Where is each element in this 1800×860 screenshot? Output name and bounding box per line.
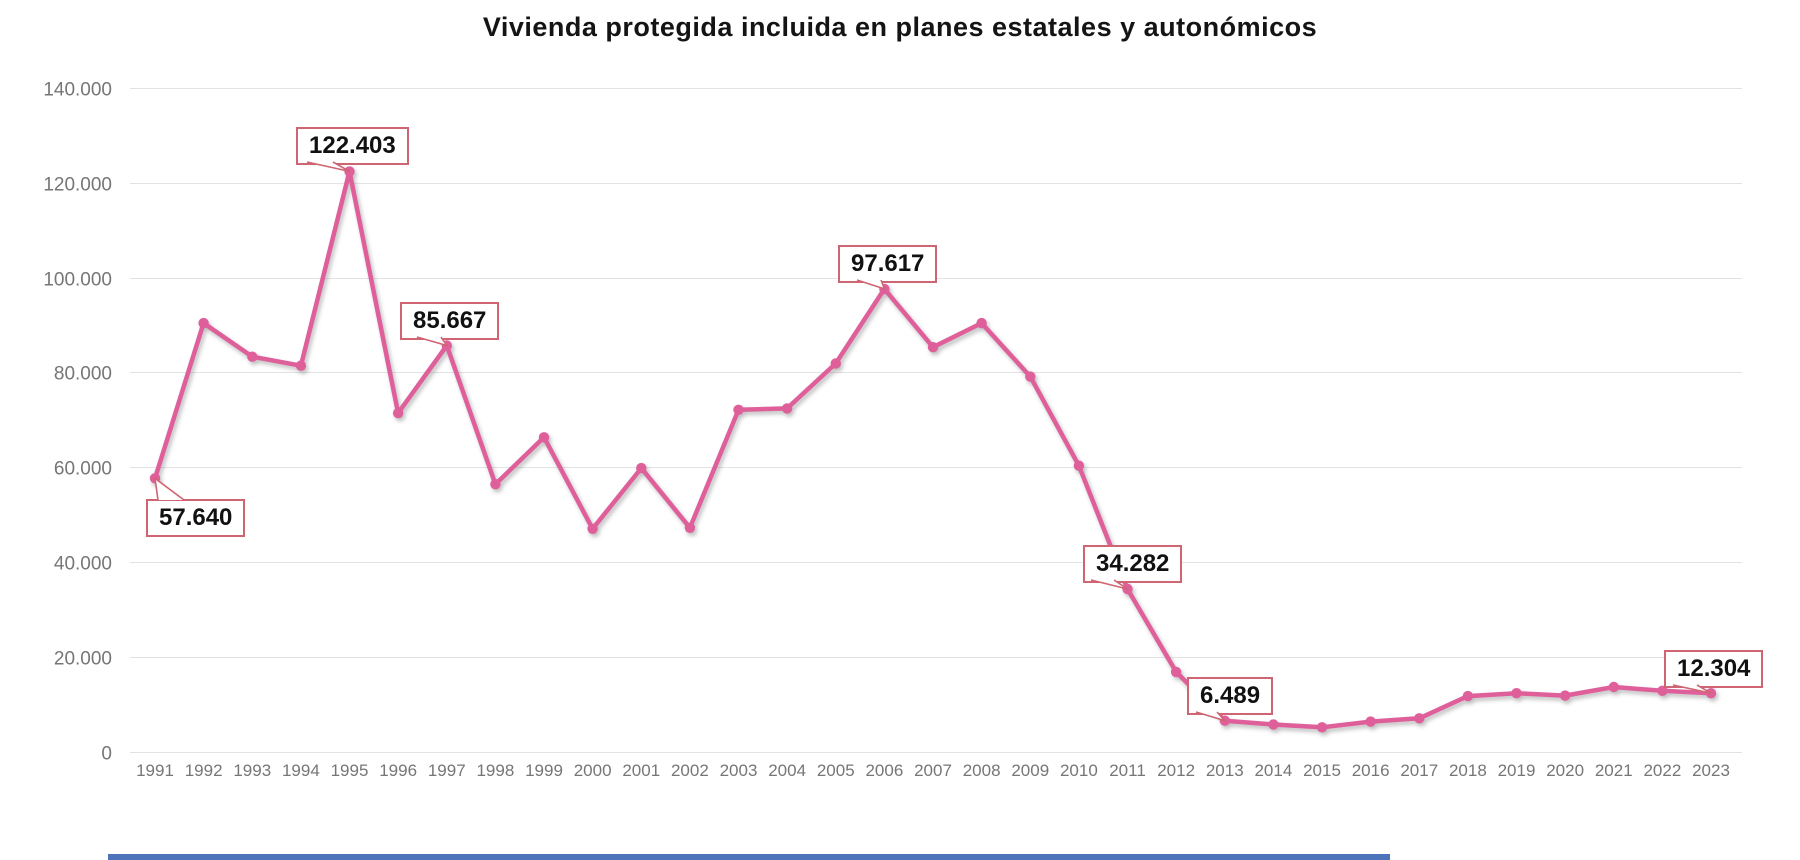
x-axis-tick-label: 2005 bbox=[817, 761, 855, 780]
x-axis-tick-label: 2009 bbox=[1011, 761, 1049, 780]
x-axis-tick-label: 1996 bbox=[379, 761, 417, 780]
data-point-marker bbox=[1657, 685, 1668, 696]
data-point-marker bbox=[295, 360, 307, 371]
data-point-marker bbox=[1705, 688, 1717, 699]
x-axis-tick-label: 2004 bbox=[768, 761, 806, 780]
data-point-marker bbox=[1073, 460, 1085, 471]
data-point-marker bbox=[538, 432, 550, 443]
x-axis-tick-label: 1997 bbox=[428, 761, 466, 780]
x-axis-tick-label: 2000 bbox=[574, 761, 612, 780]
x-axis-tick-label: 2002 bbox=[671, 761, 709, 780]
x-axis-tick-label: 2017 bbox=[1400, 761, 1438, 780]
data-point-marker bbox=[1559, 690, 1571, 701]
x-axis-tick-label: 2016 bbox=[1352, 761, 1390, 780]
data-point-marker bbox=[1219, 715, 1231, 726]
x-axis-tick-label: 1991 bbox=[136, 761, 174, 780]
x-axis-tick-label: 2014 bbox=[1254, 761, 1292, 780]
x-axis-tick-label: 2012 bbox=[1157, 761, 1195, 780]
x-axis-tick-label: 2015 bbox=[1303, 761, 1341, 780]
x-axis-tick-label: 1999 bbox=[525, 761, 563, 780]
x-axis-tick-label: 2010 bbox=[1060, 761, 1098, 780]
data-point-marker bbox=[1365, 716, 1376, 727]
y-axis-tick-label: 20.000 bbox=[54, 649, 112, 670]
y-axis-tick-label: 0 bbox=[101, 744, 112, 765]
data-label-callout: 34.282 bbox=[1083, 545, 1183, 583]
y-axis-tick-label: 40.000 bbox=[54, 554, 112, 575]
y-axis-tick-label: 120.000 bbox=[43, 175, 112, 196]
x-axis-tick-label: 2006 bbox=[865, 761, 903, 780]
data-point-marker bbox=[636, 462, 647, 474]
data-point-marker bbox=[927, 342, 939, 353]
data-point-marker bbox=[441, 340, 452, 351]
data-point-marker bbox=[976, 317, 987, 329]
data-point-marker bbox=[1511, 688, 1522, 699]
x-axis-tick-label: 2011 bbox=[1109, 761, 1146, 780]
data-point-marker bbox=[344, 166, 355, 177]
x-axis-tick-label: 2020 bbox=[1546, 761, 1584, 780]
data-point-marker bbox=[1268, 719, 1279, 730]
x-axis-tick-label: 1993 bbox=[233, 761, 271, 780]
data-point-marker bbox=[490, 479, 501, 490]
x-axis-tick-label: 2008 bbox=[963, 761, 1001, 780]
data-label-callout: 97.617 bbox=[838, 245, 938, 283]
data-point-marker bbox=[1170, 666, 1182, 678]
data-series bbox=[149, 166, 1717, 733]
data-label-callout: 122.403 bbox=[296, 127, 409, 165]
data-point-marker bbox=[1462, 690, 1474, 702]
data-label-callout: 12.304 bbox=[1664, 650, 1764, 688]
x-axis-tick-label: 1998 bbox=[476, 761, 514, 780]
x-axis-tick-label: 1994 bbox=[282, 761, 320, 780]
x-axis-tick-label: 2019 bbox=[1498, 761, 1536, 780]
x-axis-tick-label: 2022 bbox=[1643, 761, 1681, 780]
x-axis-tick-label: 2021 bbox=[1595, 761, 1633, 780]
x-axis-tick-label: 2013 bbox=[1206, 761, 1244, 780]
data-label-callout: 57.640 bbox=[146, 499, 246, 537]
x-axis-tick-label: 2003 bbox=[720, 761, 758, 780]
data-point-marker bbox=[684, 522, 696, 533]
data-point-marker bbox=[1414, 713, 1425, 724]
data-label-callout: 85.667 bbox=[400, 302, 500, 340]
data-point-marker bbox=[1025, 371, 1036, 382]
bottom-accent-bar bbox=[108, 854, 1390, 860]
data-point-marker bbox=[1316, 722, 1328, 733]
x-axis-tick-label: 1992 bbox=[185, 761, 223, 780]
data-point-marker bbox=[587, 523, 598, 534]
y-axis-tick-label: 80.000 bbox=[54, 364, 112, 385]
data-point-marker bbox=[1122, 583, 1133, 595]
data-point-marker bbox=[879, 283, 890, 295]
data-point-marker bbox=[781, 403, 793, 414]
data-point-marker bbox=[149, 473, 161, 484]
y-axis-tick-label: 140.000 bbox=[43, 80, 112, 101]
data-point-marker bbox=[392, 407, 404, 419]
x-axis-tick-label: 2001 bbox=[622, 761, 660, 780]
x-axis-tick-label: 2023 bbox=[1692, 761, 1730, 780]
chart-title: Vivienda protegida incluida en planes es… bbox=[482, 12, 1318, 42]
y-axis-tick-label: 100.000 bbox=[43, 270, 112, 291]
data-label-callout: 6.489 bbox=[1187, 677, 1274, 715]
x-axis-tick-label: 2007 bbox=[914, 761, 952, 780]
data-point-marker bbox=[247, 351, 258, 362]
x-axis-tick-label: 2018 bbox=[1449, 761, 1487, 780]
data-point-marker bbox=[733, 404, 744, 415]
data-point-marker bbox=[830, 358, 841, 369]
y-axis-tick-label: 60.000 bbox=[54, 459, 112, 480]
data-point-marker bbox=[1608, 681, 1620, 693]
data-point-marker bbox=[198, 317, 209, 329]
x-axis-tick-label: 1995 bbox=[331, 761, 369, 780]
